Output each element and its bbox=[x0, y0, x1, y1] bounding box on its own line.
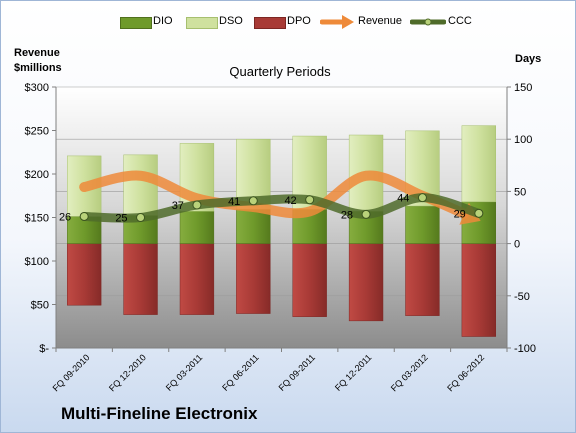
bar-dio-6 bbox=[405, 205, 440, 244]
bar-dso-7 bbox=[461, 125, 496, 203]
ccc-point-1 bbox=[136, 213, 146, 222]
ccc-data-label-2: 37 bbox=[172, 200, 184, 212]
ccc-data-label-1: 25 bbox=[115, 213, 127, 225]
right-tick-label-3: 50 bbox=[514, 186, 526, 198]
ccc-series: 26 25 37 41 42 28 44 29 bbox=[59, 193, 484, 225]
x-tick-label-5: FQ 12-2011 bbox=[333, 352, 374, 393]
legend-label-ccc: CCC bbox=[448, 15, 472, 27]
x-tick-label-0: FQ 09-2010 bbox=[51, 352, 92, 393]
ccc-data-label-4: 42 bbox=[284, 195, 296, 207]
legend-swatch-dso bbox=[186, 17, 218, 29]
ccc-data-label-6: 44 bbox=[397, 193, 409, 205]
left-tick-label-2: $100 bbox=[25, 256, 49, 268]
bar-dpo-3 bbox=[236, 243, 271, 314]
ccc-point-6 bbox=[417, 193, 427, 203]
bar-dio-2 bbox=[179, 210, 215, 244]
legend-label-dpo: DPO bbox=[287, 15, 311, 27]
company-name: Multi-Fineline Electronix bbox=[61, 404, 258, 423]
ccc-data-label-5: 28 bbox=[341, 209, 353, 221]
x-tick-label-2: FQ 03-2011 bbox=[164, 352, 205, 393]
bar-dpo-0 bbox=[67, 243, 102, 306]
bar-dpo-7 bbox=[461, 243, 496, 337]
bar-dpo-4 bbox=[292, 243, 327, 317]
ccc-data-label-0: 26 bbox=[59, 211, 71, 223]
legend-ccc-line-icon bbox=[410, 18, 446, 26]
ccc-point-3 bbox=[248, 196, 258, 206]
ccc-point-5 bbox=[361, 209, 371, 219]
chart-subtitle: Quarterly Periods bbox=[229, 64, 331, 79]
bar-dpo-2 bbox=[179, 243, 215, 315]
x-tick-label-7: FQ 06-2012 bbox=[445, 352, 486, 393]
legend-label-revenue: Revenue bbox=[358, 15, 403, 27]
ccc-data-label-7: 29 bbox=[454, 208, 466, 220]
left-tick-label-3: $150 bbox=[25, 213, 49, 225]
legend-label-dio: DIO bbox=[153, 15, 173, 27]
right-tick-label-4: 100 bbox=[514, 134, 532, 146]
right-tick-label-1: -50 bbox=[514, 291, 530, 303]
bar-dpo-5 bbox=[348, 243, 384, 322]
legend-swatch-dio bbox=[120, 17, 152, 29]
left-axis-title-line-1: Revenue bbox=[14, 47, 60, 59]
right-tick-label-0: -100 bbox=[514, 343, 536, 355]
right-axis-title: Days bbox=[515, 53, 542, 65]
x-tick-label-1: FQ 12-2010 bbox=[107, 352, 148, 393]
bar-dpo-6 bbox=[405, 243, 440, 316]
left-axis-title-line-2: $millions bbox=[14, 62, 62, 74]
x-tick-label-3: FQ 06-2011 bbox=[220, 352, 261, 393]
ccc-line bbox=[79, 193, 484, 223]
left-tick-label-4: $200 bbox=[25, 169, 49, 181]
bar-dso-1 bbox=[123, 154, 158, 216]
left-tick-label-0: $- bbox=[39, 343, 49, 355]
left-tick-label-1: $50 bbox=[31, 300, 49, 312]
right-tick-label-2: 0 bbox=[514, 239, 520, 251]
legend: DIO DSO DPO Revenue CCC bbox=[0, 12, 576, 32]
left-tick-label-5: $250 bbox=[25, 126, 49, 138]
legend-label-dso: DSO bbox=[219, 15, 243, 27]
left-axis-title: Revenue $millions bbox=[14, 46, 62, 76]
ccc-point-4 bbox=[305, 195, 315, 205]
legend-swatch-dpo bbox=[254, 17, 286, 29]
ccc-point-7 bbox=[474, 208, 484, 218]
right-tick-label-5: 150 bbox=[514, 82, 532, 94]
ccc-data-label-3: 41 bbox=[228, 196, 240, 208]
ccc-point-2 bbox=[192, 200, 202, 210]
x-tick-label-4: FQ 09-2011 bbox=[277, 352, 318, 393]
legend-arrow-icon bbox=[320, 15, 354, 29]
ccc-point-0 bbox=[79, 211, 89, 221]
x-tick-label-6: FQ 03-2012 bbox=[389, 352, 430, 393]
left-tick-label-6: $300 bbox=[25, 82, 49, 94]
bar-dio-3 bbox=[236, 208, 271, 244]
bar-dpo-1 bbox=[123, 243, 158, 315]
revenue-line bbox=[79, 170, 470, 219]
